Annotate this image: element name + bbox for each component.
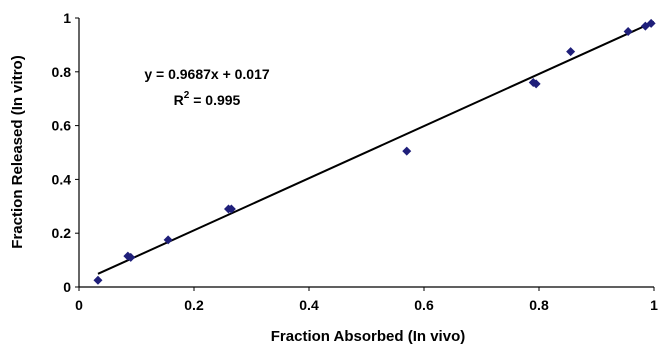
trendline-group [98, 22, 654, 274]
r-squared-r: R [174, 92, 184, 108]
x-tick-label: 0.6 [414, 297, 434, 313]
axes: 0 0.2 0.4 0.6 0.8 1 0 0.2 0.4 0.6 0.8 1 [52, 10, 659, 313]
y-tick-label: 0.4 [52, 171, 72, 187]
x-tick-label: 0.4 [299, 297, 319, 313]
x-tick-label: 0 [75, 297, 83, 313]
y-tick-label: 1 [63, 10, 71, 26]
data-point-marker [93, 276, 102, 285]
x-tick-label: 0.8 [529, 297, 549, 313]
r-squared-label: R2 = 0.995 [174, 90, 241, 108]
data-point-marker [566, 47, 575, 56]
r-squared-value: = 0.995 [189, 92, 240, 108]
trendline [98, 22, 654, 274]
y-axis-title: Fraction Released (In vitro) [9, 55, 26, 248]
y-tick-label: 0.8 [52, 64, 72, 80]
x-axis-title: Fraction Absorbed (In vivo) [271, 328, 465, 345]
x-tick-label: 1 [650, 297, 658, 313]
x-tick-label: 0.2 [184, 297, 204, 313]
data-point-marker [402, 147, 411, 156]
y-tick-label: 0.2 [52, 225, 72, 241]
y-tick-label: 0 [63, 279, 71, 295]
y-tick-label: 0.6 [52, 118, 72, 134]
regression-equation: y = 0.9687x + 0.017 [144, 66, 270, 82]
